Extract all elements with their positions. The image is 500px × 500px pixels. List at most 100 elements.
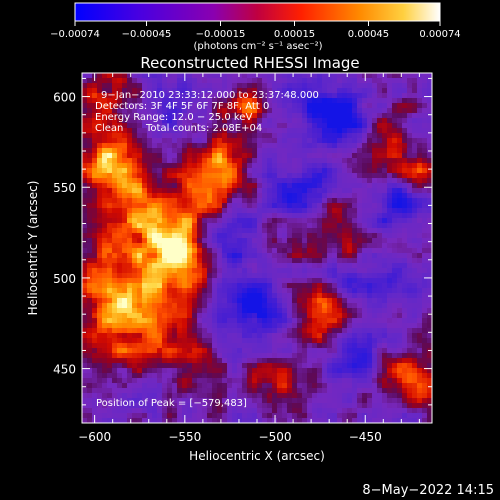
heatmap-cell — [312, 228, 318, 234]
heatmap-cell — [122, 338, 128, 344]
heatmap-cell — [157, 138, 163, 144]
heatmap-cell — [192, 268, 198, 274]
heatmap-cell — [187, 153, 193, 159]
heatmap-cell — [372, 353, 378, 359]
heatmap-cell — [252, 253, 258, 259]
heatmap-cell — [427, 298, 432, 304]
heatmap-cell — [297, 153, 303, 159]
heatmap-cell — [102, 363, 108, 369]
heatmap-cell — [297, 83, 303, 89]
heatmap-cell — [212, 148, 218, 154]
heatmap-cell — [232, 273, 238, 279]
heatmap-cell — [142, 98, 148, 104]
heatmap-cell — [207, 398, 213, 404]
heatmap-cell — [87, 298, 93, 304]
heatmap-cell — [122, 343, 128, 349]
heatmap-cell — [92, 333, 98, 339]
heatmap-cell — [142, 123, 148, 129]
heatmap-cell — [292, 273, 298, 279]
heatmap-cell — [267, 198, 273, 204]
heatmap-cell — [327, 288, 333, 294]
heatmap-cell — [357, 263, 363, 269]
heatmap-cell — [372, 223, 378, 229]
heatmap-cell — [322, 233, 328, 239]
heatmap-cell — [297, 148, 303, 154]
heatmap-cell — [297, 88, 303, 94]
heatmap-cell — [177, 188, 183, 194]
heatmap-cell — [132, 303, 138, 309]
heatmap-cell — [257, 128, 263, 134]
heatmap-cell — [252, 223, 258, 229]
heatmap-cell — [227, 253, 233, 259]
heatmap-cell — [232, 213, 238, 219]
heatmap-cell — [102, 208, 108, 214]
heatmap-cell — [127, 268, 133, 274]
heatmap-cell — [307, 303, 313, 309]
heatmap-cell — [147, 78, 153, 84]
heatmap-cell — [407, 268, 413, 274]
heatmap-cell — [202, 393, 208, 399]
heatmap-cell — [322, 108, 328, 114]
heatmap-cell — [142, 143, 148, 149]
heatmap-cell — [422, 393, 428, 399]
heatmap-cell — [232, 203, 238, 209]
heatmap-cell — [202, 373, 208, 379]
heatmap-cell — [142, 383, 148, 389]
heatmap-cell — [232, 118, 238, 124]
heatmap-cell — [377, 238, 383, 244]
heatmap-cell — [102, 398, 108, 404]
heatmap-cell — [362, 218, 368, 224]
heatmap-cell — [337, 233, 343, 239]
heatmap-cell — [102, 393, 108, 399]
heatmap-cell — [152, 363, 158, 369]
heatmap-cell — [397, 123, 403, 129]
heatmap-cell — [422, 298, 428, 304]
heatmap-cell — [197, 118, 203, 124]
heatmap-cell — [157, 93, 163, 99]
heatmap-cell — [142, 208, 148, 214]
heatmap-cell — [187, 313, 193, 319]
heatmap-cell — [177, 248, 183, 254]
heatmap-cell — [112, 138, 118, 144]
heatmap-cell — [257, 323, 263, 329]
heatmap-cell — [122, 168, 128, 174]
heatmap-cell — [242, 163, 248, 169]
heatmap-cell — [157, 83, 163, 89]
heatmap-cell — [152, 293, 158, 299]
heatmap-cell — [347, 303, 353, 309]
heatmap-cell — [227, 273, 233, 279]
heatmap-cell — [147, 318, 153, 324]
heatmap-cell — [167, 153, 173, 159]
heatmap-cell — [262, 323, 268, 329]
heatmap-cell — [97, 338, 103, 344]
heatmap-cell — [252, 198, 258, 204]
heatmap-cell — [237, 213, 243, 219]
heatmap-cell — [97, 318, 103, 324]
heatmap-cell — [337, 183, 343, 189]
heatmap-cell — [292, 183, 298, 189]
heatmap-cell — [132, 393, 138, 399]
heatmap-cell — [332, 268, 338, 274]
heatmap-cell — [167, 303, 173, 309]
heatmap-cell — [342, 258, 348, 264]
heatmap-cell — [172, 358, 178, 364]
heatmap-cell — [322, 113, 328, 119]
heatmap-cell — [337, 133, 343, 139]
heatmap-cell — [177, 143, 183, 149]
heatmap-cell — [82, 123, 88, 129]
heatmap-cell — [292, 193, 298, 199]
heatmap-cell — [407, 273, 413, 279]
heatmap-cell — [207, 383, 213, 389]
heatmap-cell — [297, 348, 303, 354]
heatmap-cell — [142, 398, 148, 404]
heatmap-cell — [267, 228, 273, 234]
heatmap-cell — [402, 183, 408, 189]
heatmap-cell — [147, 128, 153, 134]
heatmap-cell — [367, 148, 373, 154]
heatmap-cell — [117, 223, 123, 229]
heatmap-cell — [372, 233, 378, 239]
heatmap-cell — [402, 128, 408, 134]
heatmap-cell — [282, 248, 288, 254]
heatmap-cell — [167, 403, 173, 409]
heatmap-cell — [127, 208, 133, 214]
